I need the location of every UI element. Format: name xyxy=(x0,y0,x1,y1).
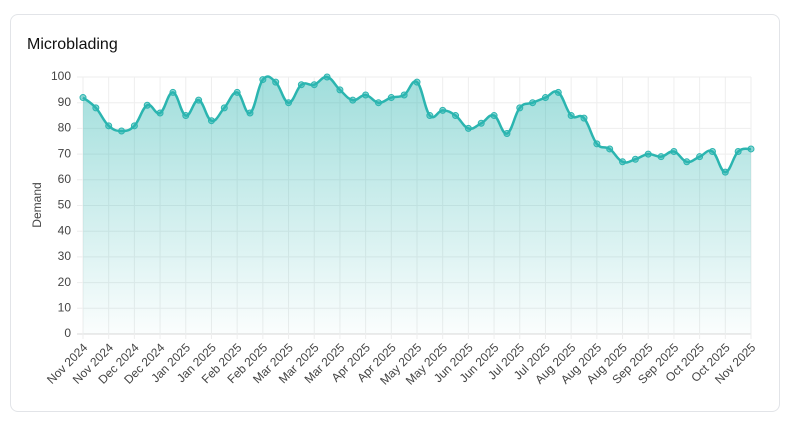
point xyxy=(413,78,421,86)
area xyxy=(83,76,751,334)
y-tick-label: 20 xyxy=(58,275,72,289)
point xyxy=(374,99,382,107)
point xyxy=(644,150,652,158)
point xyxy=(490,112,498,120)
point xyxy=(464,124,472,132)
point xyxy=(657,153,665,161)
point xyxy=(259,76,267,84)
y-tick-label: 60 xyxy=(58,172,72,186)
point xyxy=(323,73,331,81)
point xyxy=(143,101,151,109)
point xyxy=(541,94,549,102)
point xyxy=(297,81,305,89)
point xyxy=(516,104,524,112)
point xyxy=(503,130,511,138)
point xyxy=(439,106,447,114)
y-tick-label: 0 xyxy=(64,326,71,340)
y-tick-label: 100 xyxy=(51,69,71,83)
y-tick-label: 30 xyxy=(58,249,72,263)
y-axis-label: Demand xyxy=(30,182,44,227)
point xyxy=(195,96,203,104)
point xyxy=(426,112,434,120)
point xyxy=(182,112,190,120)
point xyxy=(696,153,704,161)
point xyxy=(349,96,357,104)
point xyxy=(207,117,215,125)
point xyxy=(619,158,627,166)
y-tick-label: 90 xyxy=(58,95,72,109)
card xyxy=(10,14,780,412)
point xyxy=(246,109,254,117)
point xyxy=(477,119,485,127)
point xyxy=(130,122,138,130)
point xyxy=(362,91,370,99)
point xyxy=(721,168,729,176)
point xyxy=(285,99,293,107)
point xyxy=(554,88,562,96)
point xyxy=(631,155,639,163)
point xyxy=(606,145,614,153)
point xyxy=(452,112,460,120)
point xyxy=(400,91,408,99)
point xyxy=(708,148,716,156)
point xyxy=(567,112,575,120)
point xyxy=(683,158,691,166)
point xyxy=(593,140,601,148)
point xyxy=(272,78,280,86)
y-tick-label: 50 xyxy=(58,198,72,212)
chart-title: Microblading xyxy=(27,36,118,53)
point xyxy=(118,127,126,135)
y-tick-label: 40 xyxy=(58,223,72,237)
point xyxy=(734,148,742,156)
point xyxy=(336,86,344,94)
point xyxy=(747,145,755,153)
point xyxy=(79,94,87,102)
point xyxy=(92,104,100,112)
point xyxy=(580,114,588,122)
point xyxy=(233,88,241,96)
y-tick-label: 70 xyxy=(58,146,72,160)
point xyxy=(169,88,177,96)
point xyxy=(529,99,537,107)
point xyxy=(670,148,678,156)
point xyxy=(220,104,228,112)
point xyxy=(105,122,113,130)
y-tick-label: 10 xyxy=(58,300,72,314)
point xyxy=(156,109,164,117)
point xyxy=(387,94,395,102)
point xyxy=(310,81,318,89)
y-tick-label: 80 xyxy=(58,121,72,135)
